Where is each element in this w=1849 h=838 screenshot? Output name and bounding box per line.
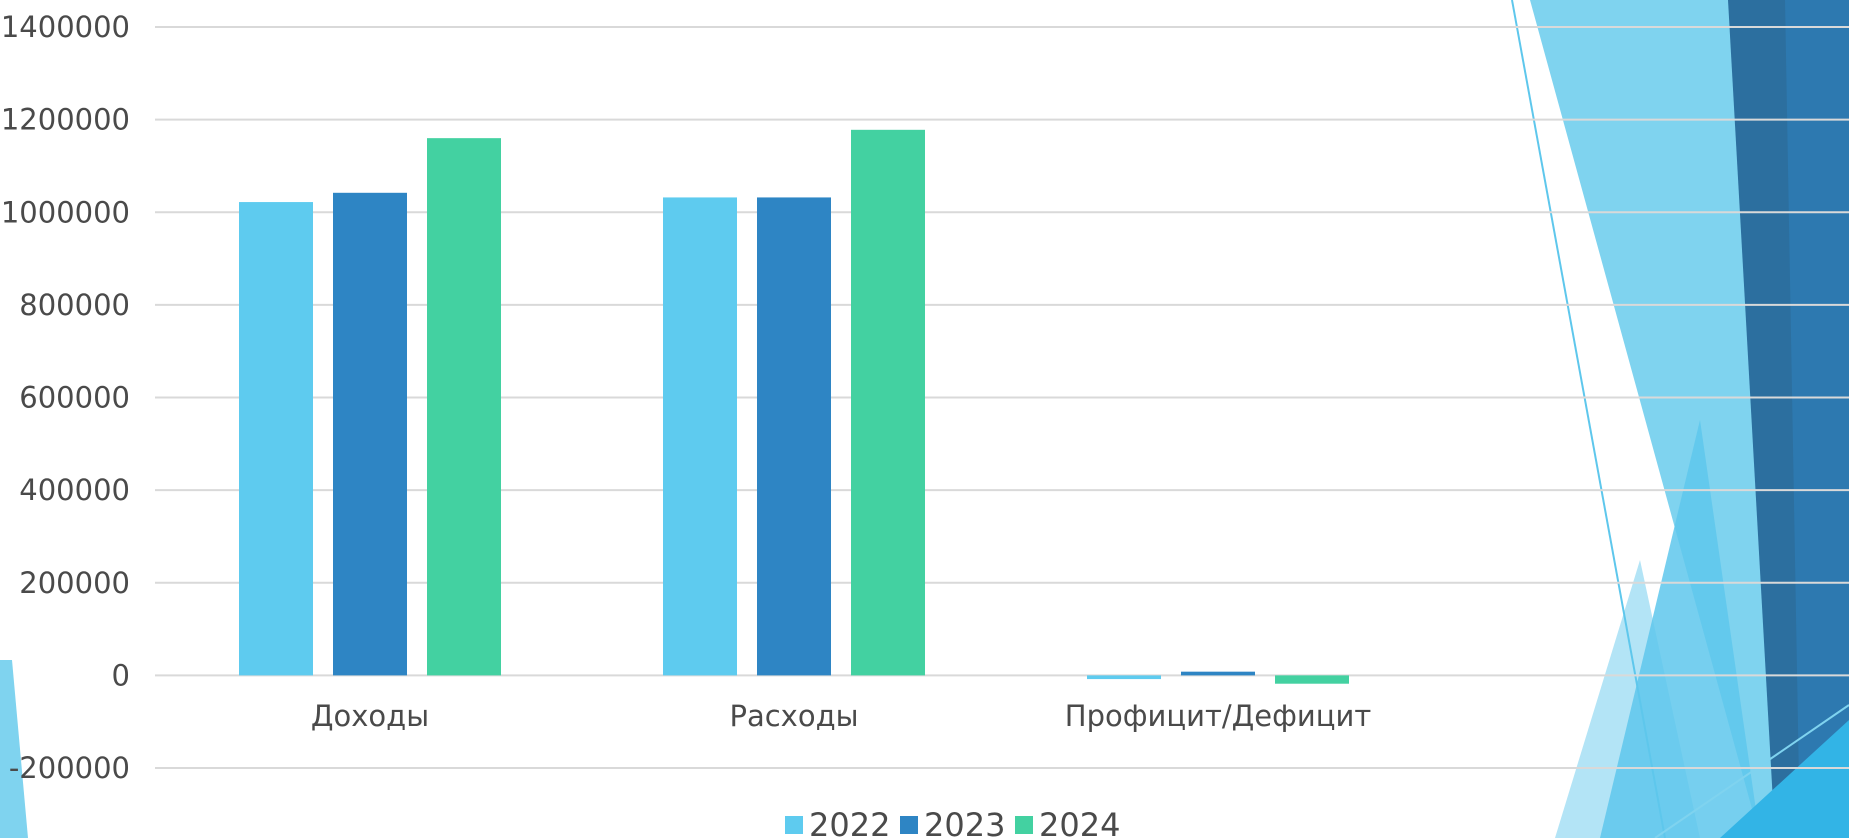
bars	[239, 129, 1349, 684]
legend: 2022 2023 2024	[785, 806, 1120, 838]
bar-2024-2	[1275, 675, 1349, 684]
legend-swatch-2023	[900, 816, 918, 834]
bar-2023-1	[757, 197, 831, 676]
grid-lines	[155, 26, 1849, 769]
y-axis-ticks: 1400000 1200000 1000000 800000 600000 400000 2…	[1, 10, 130, 785]
bar-2023-2	[1181, 671, 1255, 676]
category-label: Расходы	[729, 699, 858, 733]
bar-2022-0	[239, 202, 313, 676]
y-tick-label: 200000	[19, 566, 130, 600]
bar-2022-1	[663, 197, 737, 676]
legend-label-2024: 2024	[1039, 806, 1120, 838]
x-axis-categories: Доходы Расходы Профицит/Дефицит	[311, 699, 1371, 733]
y-tick-label: 1200000	[1, 103, 130, 137]
bar-2024-0	[427, 138, 501, 676]
legend-swatch-2024	[1015, 816, 1033, 834]
deco-left-sliver	[0, 660, 28, 838]
deco-thin-line-2	[1654, 704, 1849, 838]
category-label: Доходы	[311, 699, 429, 733]
y-tick-label: -200000	[9, 751, 130, 785]
deco-mid-panel	[1785, 0, 1849, 838]
y-tick-label: 600000	[19, 381, 130, 415]
deco-bottom-mid	[1600, 420, 1760, 838]
bar-2024-1	[851, 129, 925, 676]
legend-label-2023: 2023	[924, 806, 1005, 838]
legend-swatch-2022	[785, 816, 803, 834]
deco-bottom-bright	[1720, 720, 1849, 838]
deco-thin-line	[1511, 0, 1666, 838]
y-tick-label: 800000	[19, 288, 130, 322]
legend-label-2022: 2022	[809, 806, 890, 838]
y-tick-label: 400000	[19, 473, 130, 507]
y-tick-label: 1000000	[1, 195, 130, 229]
bar-2022-2	[1087, 675, 1161, 680]
y-tick-label: 0	[112, 658, 130, 692]
category-label: Профицит/Дефицит	[1065, 699, 1372, 733]
bar-2023-0	[333, 192, 407, 676]
y-tick-label: 1400000	[1, 10, 130, 44]
